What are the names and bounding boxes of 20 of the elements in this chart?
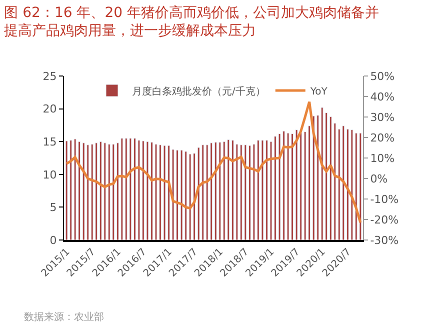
y2-tick-label: -10% (370, 192, 399, 206)
y2-tick-label: -30% (370, 234, 399, 247)
y-tick-label: 25 (42, 70, 57, 83)
y2-tick-label: 30% (370, 110, 395, 124)
y2-tick-label: -20% (370, 213, 399, 226)
chart-title: 图 62：16 年、20 年猪价高而鸡价低，公司加大鸡肉储备并提高产品鸡肉用量，进一步缓解成本压力 (4, 4, 380, 39)
y-tick-label: 15 (42, 135, 57, 148)
y2-tick-label: 50% (370, 70, 395, 83)
y-tick-label: 10 (42, 168, 57, 182)
y-tick-label: 20 (42, 102, 57, 116)
legend-label: 月度白条鸡批发价（元/千克） (132, 85, 266, 98)
y2-tick-label: 0% (370, 172, 388, 186)
y2-tick-label: 40% (370, 90, 395, 104)
y-tick-label: 5 (50, 201, 57, 214)
y2-tick-label: 20% (370, 131, 395, 144)
y-tick-label: 0 (50, 234, 57, 247)
line-series (65, 100, 362, 224)
source-note: 数据来源：农业部 (24, 311, 104, 323)
y2-tick-label: 10% (370, 152, 395, 165)
legend-label: YoY (309, 86, 328, 98)
